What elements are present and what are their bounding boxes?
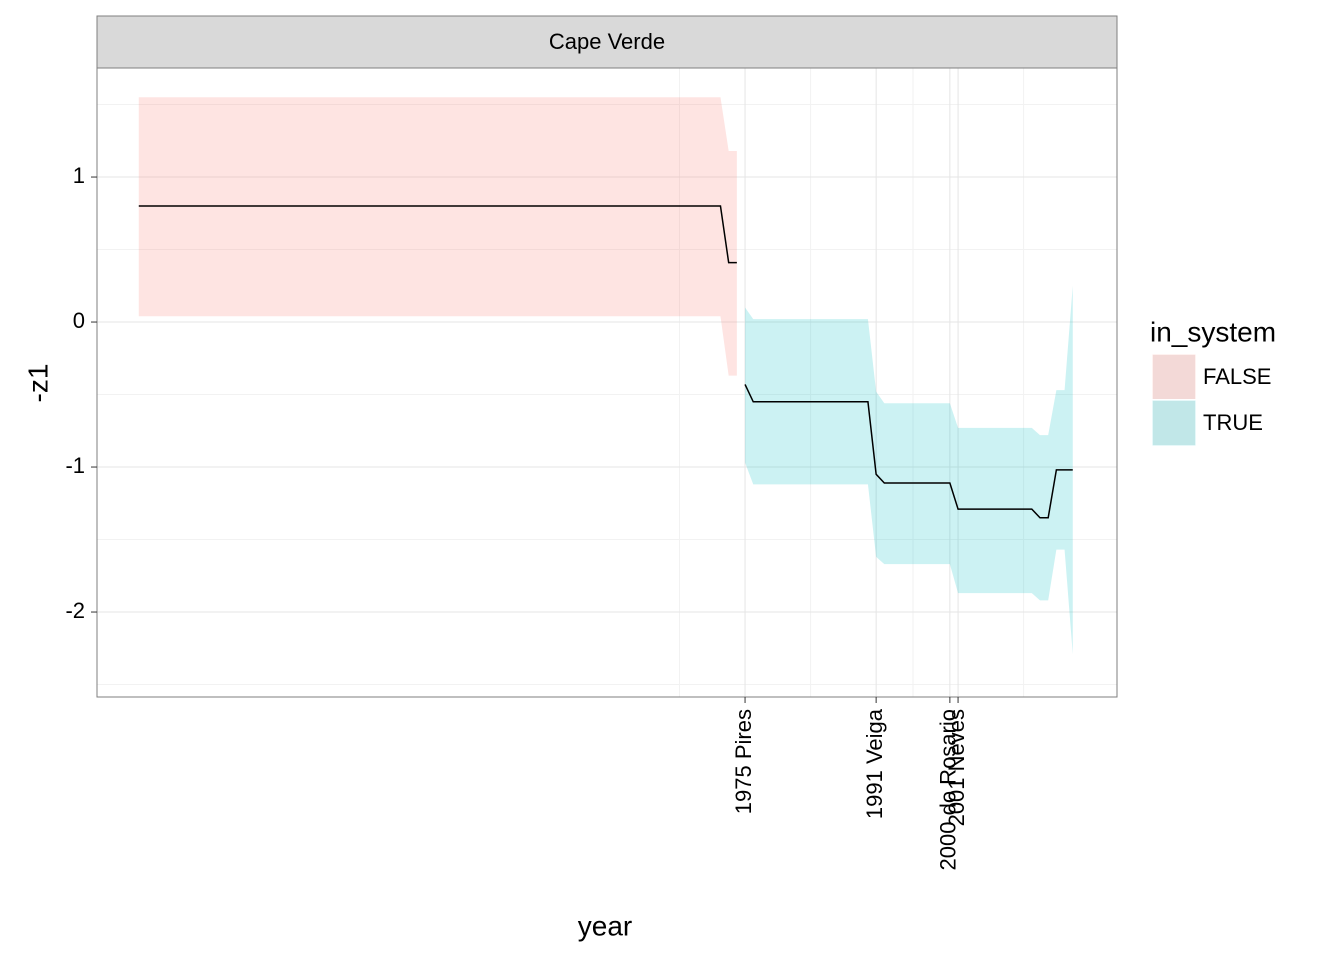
x-tick-label: 2000 do Rosario — [936, 709, 961, 870]
ribbon — [138, 97, 737, 376]
facet-label: Cape Verde — [549, 29, 665, 54]
panel-border — [96, 67, 1118, 698]
facet-strip — [96, 15, 1118, 69]
ribbon — [745, 285, 1073, 655]
line — [138, 205, 737, 264]
panel — [97, 68, 1117, 697]
legend-label: TRUE — [1203, 410, 1263, 435]
y-axis-label: -z1 — [22, 364, 53, 403]
legend-key — [1151, 353, 1197, 401]
legend-label: FALSE — [1203, 364, 1271, 389]
x-axis-label: year — [578, 910, 632, 941]
x-tick-label: 1991 Veiga — [862, 708, 887, 819]
x-tick-label: 1975 Pires — [731, 709, 756, 814]
y-tick-label: 0 — [73, 308, 85, 333]
legend-key — [1151, 399, 1197, 447]
y-tick-label: -2 — [65, 598, 85, 623]
y-tick-label: -1 — [65, 453, 85, 478]
line — [744, 384, 1073, 519]
legend-title: in_system — [1150, 316, 1276, 347]
x-tick-label: 2001 Neves — [944, 709, 969, 826]
y-tick-label: 1 — [73, 163, 85, 188]
